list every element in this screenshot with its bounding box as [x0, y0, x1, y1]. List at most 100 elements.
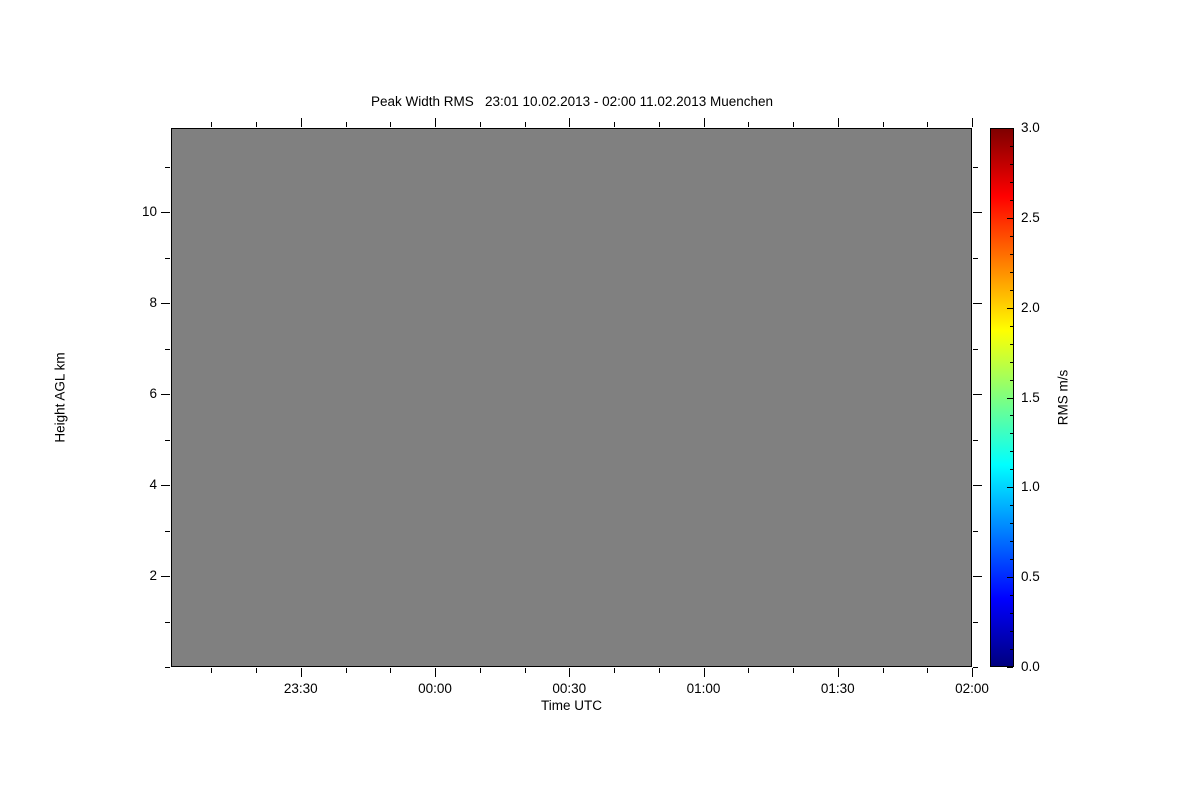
x-minor-tick-top [614, 122, 615, 127]
y-minor-tick [165, 349, 170, 350]
colorbar-major-tick [1007, 667, 1013, 668]
colorbar-minor-tick [1010, 362, 1013, 363]
x-minor-tick-top [748, 122, 749, 127]
colorbar-major-tick [1007, 398, 1013, 399]
x-tick-label: 23:30 [283, 681, 318, 696]
y-minor-tick [165, 667, 170, 668]
y-minor-tick [165, 258, 170, 259]
y-minor-tick-right [973, 440, 978, 441]
x-axis-label: Time UTC [541, 698, 602, 713]
colorbar-major-tick [1007, 308, 1013, 309]
colorbar-major-tick [1007, 218, 1013, 219]
x-minor-tick-top [211, 122, 212, 127]
x-tick-label: 02:00 [955, 681, 989, 696]
x-minor-tick [927, 668, 928, 673]
x-minor-tick [748, 668, 749, 673]
colorbar-tick-label: 0.5 [1021, 569, 1040, 585]
x-major-tick [704, 668, 705, 677]
x-minor-tick [659, 668, 660, 673]
colorbar-minor-tick [1010, 326, 1013, 327]
colorbar-minor-tick [1010, 164, 1013, 165]
colorbar-minor-tick [1010, 433, 1013, 434]
x-minor-tick-top [346, 122, 347, 127]
x-minor-tick [883, 668, 884, 673]
y-minor-tick [165, 440, 170, 441]
x-minor-tick [211, 668, 212, 673]
colorbar-minor-tick [1010, 469, 1013, 470]
colorbar-minor-tick [1010, 380, 1013, 381]
x-minor-tick [525, 668, 526, 673]
x-minor-tick [614, 668, 615, 673]
colorbar-minor-tick [1010, 523, 1013, 524]
colorbar-major-tick [1007, 128, 1013, 129]
colorbar [990, 128, 1014, 667]
y-major-tick [161, 394, 170, 395]
colorbar-minor-tick [1010, 649, 1013, 650]
y-minor-tick [165, 531, 170, 532]
x-minor-tick [346, 668, 347, 673]
y-major-tick-right [973, 576, 982, 577]
colorbar-major-tick [1007, 577, 1013, 578]
colorbar-minor-tick [1010, 344, 1013, 345]
colorbar-tick-label: 2.5 [1021, 209, 1040, 225]
colorbar-tick-label: 0.0 [1021, 659, 1040, 674]
colorbar-minor-tick [1010, 290, 1013, 291]
x-major-tick-top [972, 118, 973, 127]
x-major-tick [569, 668, 570, 677]
y-minor-tick [165, 622, 170, 623]
x-minor-tick-top [480, 122, 481, 127]
colorbar-tick-label: 2.0 [1021, 299, 1040, 315]
y-tick-label: 6 [149, 386, 157, 402]
colorbar-tick-label: 1.5 [1021, 389, 1040, 405]
y-tick-label: 8 [149, 295, 157, 311]
x-major-tick [435, 668, 436, 677]
y-major-tick [161, 576, 170, 577]
heatmap-nodata-fill [172, 129, 971, 666]
y-tick-label: 4 [149, 477, 157, 493]
x-tick-label: 00:30 [552, 681, 587, 696]
y-major-tick-right [973, 485, 982, 486]
x-minor-tick-top [659, 122, 660, 127]
y-minor-tick-right [973, 349, 978, 350]
x-minor-tick-top [525, 122, 526, 127]
x-minor-tick-top [390, 122, 391, 127]
y-tick-label: 2 [149, 568, 157, 584]
colorbar-gradient [991, 129, 1013, 666]
x-major-tick-top [838, 118, 839, 127]
x-major-tick [838, 668, 839, 677]
x-minor-tick-top [927, 122, 928, 127]
y-major-tick-right [973, 212, 982, 213]
x-minor-tick [480, 668, 481, 673]
colorbar-minor-tick [1010, 254, 1013, 255]
x-major-tick [301, 668, 302, 677]
y-major-tick-right [973, 394, 982, 395]
y-tick-label: 10 [141, 204, 157, 220]
colorbar-major-tick [1007, 487, 1013, 488]
x-minor-tick-top [883, 122, 884, 127]
y-minor-tick-right [973, 667, 978, 668]
colorbar-minor-tick [1010, 272, 1013, 273]
y-minor-tick-right [973, 622, 978, 623]
x-major-tick-top [435, 118, 436, 127]
colorbar-tick-label: 3.0 [1021, 120, 1040, 135]
colorbar-minor-tick [1010, 541, 1013, 542]
colorbar-minor-tick [1010, 595, 1013, 596]
plot-area [171, 128, 972, 667]
colorbar-minor-tick [1010, 505, 1013, 506]
x-tick-label: 00:00 [418, 681, 452, 696]
x-major-tick-top [301, 118, 302, 127]
x-minor-tick [793, 668, 794, 673]
x-tick-label: 01:30 [820, 681, 855, 696]
y-major-tick [161, 303, 170, 304]
x-minor-tick-top [256, 122, 257, 127]
colorbar-minor-tick [1010, 182, 1013, 183]
x-minor-tick [390, 668, 391, 673]
colorbar-minor-tick [1010, 146, 1013, 147]
x-major-tick-top [569, 118, 570, 127]
y-minor-tick [165, 167, 170, 168]
colorbar-tick-label: 1.0 [1021, 479, 1040, 495]
y-minor-tick-right [973, 531, 978, 532]
colorbar-minor-tick [1010, 613, 1013, 614]
x-minor-tick [256, 668, 257, 673]
